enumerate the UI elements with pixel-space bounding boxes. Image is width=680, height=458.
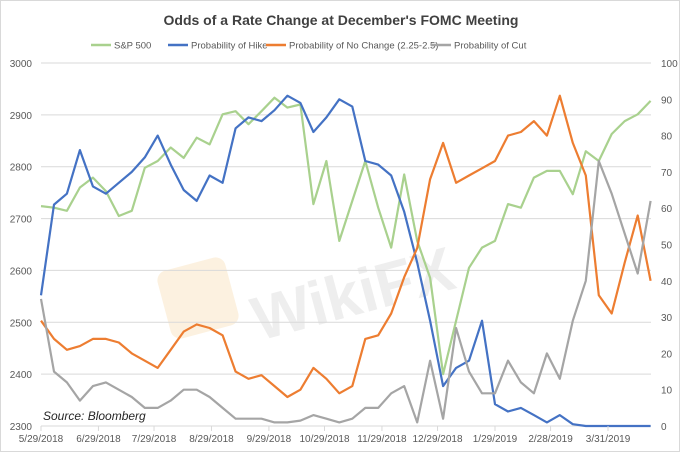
right-y-tick-label: 80 <box>661 132 673 143</box>
x-tick-label: 11/29/2018 <box>357 434 407 445</box>
x-tick-label: 3/31/2019 <box>586 434 631 445</box>
left-y-tick-label: 2400 <box>10 370 33 381</box>
x-tick-label: 8/29/2018 <box>189 434 234 445</box>
right-y-tick-label: 50 <box>661 241 673 252</box>
legend-label: Probability of Hike <box>191 41 268 52</box>
right-y-tick-label: 60 <box>661 204 673 215</box>
x-tick-label: 12/29/2018 <box>413 434 463 445</box>
source-note: Source: Bloomberg <box>43 409 146 423</box>
watermark-text: WikiFX <box>245 235 462 355</box>
left-y-tick-label: 2300 <box>10 422 33 433</box>
left-y-tick-label: 2500 <box>10 318 33 329</box>
left-y-tick-label: 2700 <box>10 215 33 226</box>
left-y-tick-label: 2600 <box>10 266 33 277</box>
right-y-tick-label: 10 <box>661 386 673 397</box>
watermark-logo-icon <box>157 257 239 339</box>
legend-label: Probability of No Change (2.25-2.5) <box>289 41 438 52</box>
left-y-tick-label: 2900 <box>10 111 33 122</box>
right-y-tick-label: 100 <box>661 59 678 70</box>
legend-label: Probability of Cut <box>454 41 527 52</box>
series-line-probability-of-no-change-2-25-2-5- <box>40 94 652 399</box>
right-y-tick-label: 0 <box>661 422 667 433</box>
x-tick-label: 1/29/2019 <box>473 434 518 445</box>
right-y-tick-label: 30 <box>661 313 673 324</box>
right-y-tick-label: 40 <box>661 277 673 288</box>
series-line-s-p-500 <box>40 96 652 376</box>
right-y-tick-label: 20 <box>661 349 673 360</box>
left-y-tick-label: 3000 <box>10 59 33 70</box>
legend-label: S&P 500 <box>114 41 151 52</box>
left-y-tick-label: 2800 <box>10 163 33 174</box>
right-y-tick-label: 70 <box>661 168 673 179</box>
x-tick-label: 10/29/2018 <box>299 434 349 445</box>
x-tick-label: 7/29/2018 <box>132 434 177 445</box>
right-y-tick-label: 90 <box>661 95 673 106</box>
chart-title: Odds of a Rate Change at December's FOMC… <box>164 12 519 28</box>
x-tick-label: 6/29/2018 <box>76 434 121 445</box>
x-tick-label: 2/28/2019 <box>528 434 573 445</box>
x-tick-label: 5/29/2018 <box>19 434 64 445</box>
x-tick-label: 9/29/2018 <box>247 434 292 445</box>
series-line-probability-of-hike <box>39 94 651 428</box>
series-line-probability-of-cut <box>39 159 652 424</box>
